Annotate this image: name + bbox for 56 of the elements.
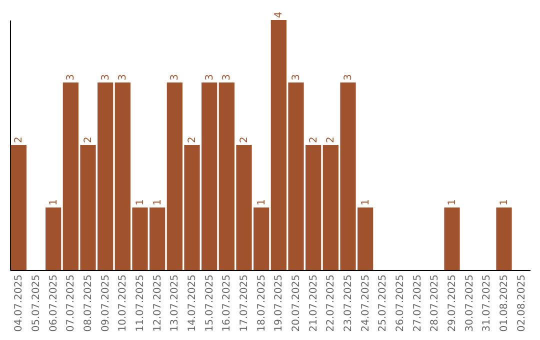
x-tick-label: 19.07.2025: [274, 274, 285, 332]
data-label: 2: [326, 136, 337, 143]
x-tick-label: 20.07.2025: [291, 274, 302, 332]
x-tick-label: 18.07.2025: [256, 274, 268, 332]
x-tick-label: 13.07.2025: [170, 274, 181, 332]
data-label: 2: [308, 136, 320, 143]
data-label: 1: [499, 199, 510, 206]
x-tick-label: 22.07.2025: [326, 274, 337, 332]
data-label: 1: [256, 199, 268, 206]
x-tick-label: 17.07.2025: [239, 274, 250, 332]
data-label: 3: [204, 74, 216, 80]
x-tick-label: 09.07.2025: [100, 274, 112, 332]
data-label: 1: [48, 199, 60, 206]
data-label: 3: [170, 74, 181, 80]
x-tick-label: 28.07.2025: [430, 274, 441, 332]
x-tick-label: 12.07.2025: [152, 274, 164, 332]
x-tick-label: 24.07.2025: [360, 274, 372, 332]
x-tick-label: 10.07.2025: [118, 274, 129, 332]
data-label: 3: [222, 74, 233, 80]
x-tick-label: 02.08.2025: [516, 274, 528, 332]
data-label: 2: [239, 136, 250, 143]
x-tick-label: 25.07.2025: [378, 274, 389, 332]
bar: [10, 145, 26, 270]
data-label: 3: [100, 74, 112, 80]
x-tick-label: 15.07.2025: [204, 274, 216, 332]
x-tick-label: 29.07.2025: [447, 274, 458, 332]
data-label: 1: [447, 199, 458, 206]
data-label: 2: [187, 136, 198, 143]
data-label: 4: [274, 12, 285, 18]
x-tick-label: 16.07.2025: [222, 274, 233, 332]
x-tick-label: 04.07.2025: [14, 274, 25, 332]
data-label: 3: [343, 74, 354, 80]
x-tick-label: 26.07.2025: [395, 274, 406, 332]
x-tick-label: 21.07.2025: [308, 274, 320, 332]
data-label: 2: [14, 136, 25, 143]
data-label: 1: [152, 199, 164, 206]
data-label: 3: [66, 74, 77, 80]
data-label: 3: [291, 74, 302, 80]
x-tick-label: 31.07.2025: [482, 274, 493, 332]
data-label: 1: [135, 199, 146, 206]
x-tick-label: 27.07.2025: [412, 274, 424, 332]
x-tick-label: 23.07.2025: [343, 274, 354, 332]
x-tick-label: 01.08.2025: [499, 274, 510, 332]
x-tick-label: 14.07.2025: [187, 274, 198, 332]
data-label: 1: [360, 199, 372, 206]
x-tick-label: 08.07.2025: [83, 274, 94, 332]
bar: [496, 208, 512, 270]
x-tick-label: 05.07.2025: [31, 274, 42, 332]
x-tick-label: 07.07.2025: [66, 274, 77, 332]
x-tick-label: 11.07.2025: [135, 274, 146, 332]
x-tick-label: 30.07.2025: [464, 274, 476, 332]
data-label: 3: [118, 74, 129, 80]
x-tick-label: 06.07.2025: [48, 274, 60, 332]
bar: [444, 208, 460, 270]
data-label: 2: [83, 136, 94, 143]
bar: [46, 208, 62, 270]
